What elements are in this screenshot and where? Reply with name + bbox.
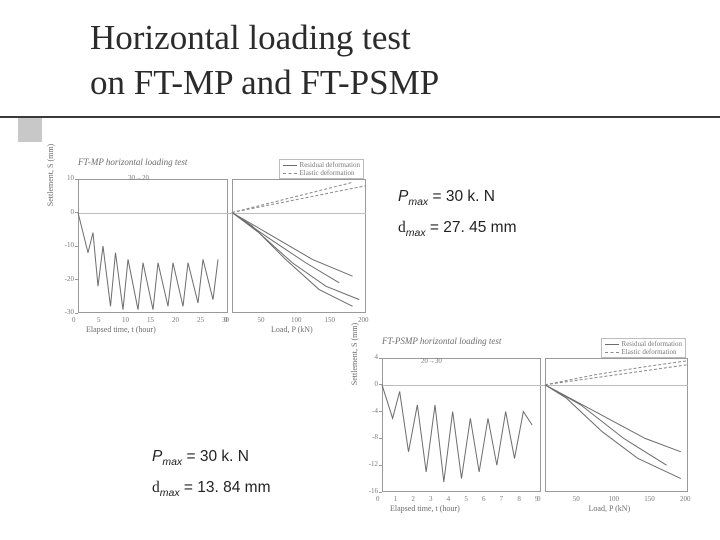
dmax-line: dmax = 13. 84 mm xyxy=(152,473,270,504)
slide: Horizontal loading test on FT-MP and FT-… xyxy=(0,0,720,540)
title-line-2: on FT-MP and FT-PSMP xyxy=(90,61,439,106)
marker-label: 30→20 xyxy=(128,174,149,182)
symbol-delta: d xyxy=(152,479,160,496)
chart-svg xyxy=(348,336,692,518)
symbol-P: P xyxy=(398,188,408,205)
subscript-max: max xyxy=(406,227,426,239)
title-rule xyxy=(0,116,720,118)
title-line-1: Horizontal loading test xyxy=(90,16,439,61)
accent-square-icon xyxy=(18,118,42,142)
subscript-max: max xyxy=(408,196,428,208)
subscript-max: max xyxy=(162,456,182,468)
pmax-line: Pmax = 30 k. N xyxy=(152,442,270,473)
pmax-line: Pmax = 30 k. N xyxy=(398,182,516,213)
symbol-delta: d xyxy=(398,219,406,236)
marker-label: 20→30 xyxy=(421,357,442,365)
dmax-value: = 13. 84 mm xyxy=(180,479,271,496)
dmax-line: dmax = 27. 45 mm xyxy=(398,213,516,244)
chart-svg xyxy=(44,157,370,339)
pmax-value: = 30 k. N xyxy=(182,448,249,465)
dmax-value: = 27. 45 mm xyxy=(426,219,517,236)
chart-ft-psmp: FT-PSMP horizontal loading testResidual … xyxy=(348,336,692,518)
annotation-ft-mp: Pmax = 30 k. N dmax = 27. 45 mm xyxy=(398,182,516,244)
pmax-value: = 30 k. N xyxy=(428,188,495,205)
title-block: Horizontal loading test on FT-MP and FT-… xyxy=(90,16,439,106)
symbol-P: P xyxy=(152,448,162,465)
subscript-max: max xyxy=(160,487,180,499)
chart-ft-mp: FT-MP horizontal loading testResidual de… xyxy=(44,157,370,339)
annotation-ft-psmp: Pmax = 30 k. N dmax = 13. 84 mm xyxy=(152,442,270,504)
